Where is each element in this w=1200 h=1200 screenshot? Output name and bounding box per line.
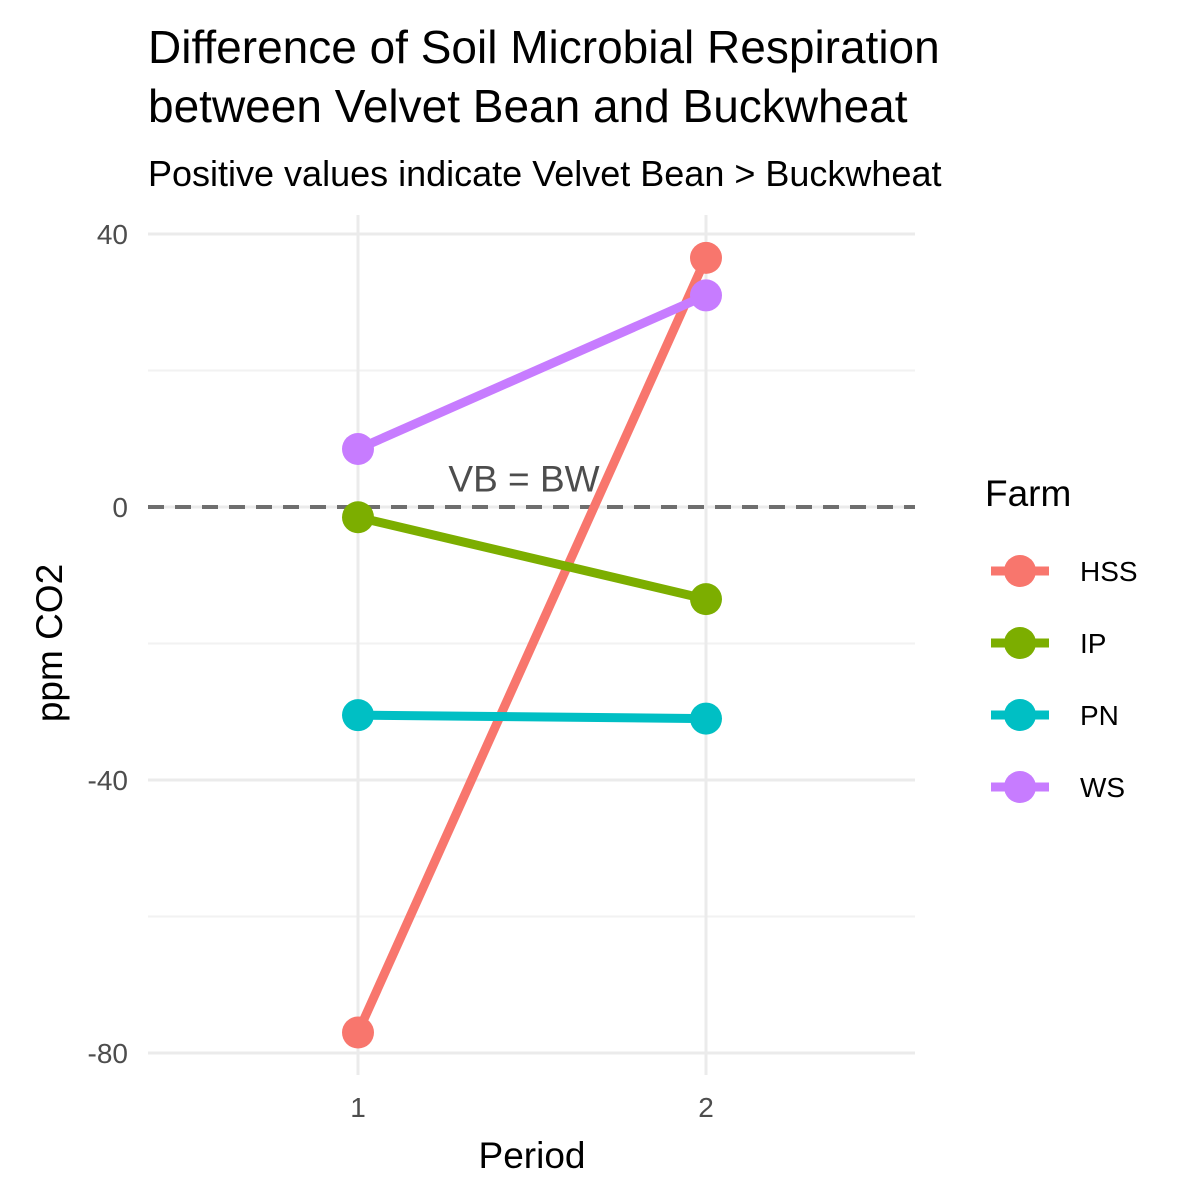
legend-label-ip: IP xyxy=(1080,628,1106,659)
y-tick-label: 0 xyxy=(112,492,128,523)
data-point-pn-period-2 xyxy=(690,702,722,735)
legend-item-hss: HSS xyxy=(991,555,1138,587)
y-tick-label: 40 xyxy=(97,219,128,250)
y-tick-label: -40 xyxy=(88,765,128,796)
data-point-hss-period-2 xyxy=(690,241,722,274)
legend-title: Farm xyxy=(985,473,1071,514)
legend-key-point-hss xyxy=(1004,555,1036,587)
x-tick-label: 1 xyxy=(350,1092,366,1123)
legend: HSS IP PN WS xyxy=(991,555,1138,803)
legend-label-pn: PN xyxy=(1080,700,1119,731)
data-point-pn-period-1 xyxy=(342,699,374,732)
data-point-ws-period-2 xyxy=(690,279,722,312)
series-line-ip xyxy=(356,512,708,604)
series-layer xyxy=(342,241,722,1049)
chart-subtitle: Positive values indicate Velvet Bean > B… xyxy=(148,153,941,194)
y-tick-label: -80 xyxy=(88,1038,128,1069)
data-point-ip-period-2 xyxy=(690,583,722,616)
x-tick-label: 2 xyxy=(698,1092,714,1123)
y-tick-labels: 40 0 -40 -80 xyxy=(88,219,128,1069)
legend-key-point-ip xyxy=(1004,627,1036,659)
y-axis-title: ppm CO2 xyxy=(29,564,70,722)
series-line-pn xyxy=(357,710,707,724)
legend-key-point-ws xyxy=(1004,771,1036,803)
legend-item-ws: WS xyxy=(991,771,1125,803)
series-line-ws xyxy=(356,291,708,454)
x-axis-title: Period xyxy=(479,1135,586,1176)
data-point-hss-period-1 xyxy=(342,1016,374,1049)
legend-label-ws: WS xyxy=(1080,772,1125,803)
legend-key-point-pn xyxy=(1004,699,1036,731)
chart-title-line-1: Difference of Soil Microbial Respiration xyxy=(148,21,940,73)
reference-annotation: VB = BW xyxy=(448,459,599,500)
legend-item-pn: PN xyxy=(991,699,1119,731)
data-point-ip-period-1 xyxy=(342,501,374,534)
legend-label-hss: HSS xyxy=(1080,556,1138,587)
series-line-hss xyxy=(353,256,711,1035)
data-point-ws-period-1 xyxy=(342,432,374,465)
chart-title-line-2: between Velvet Bean and Buckwheat xyxy=(148,80,908,132)
legend-item-ip: IP xyxy=(991,627,1106,659)
